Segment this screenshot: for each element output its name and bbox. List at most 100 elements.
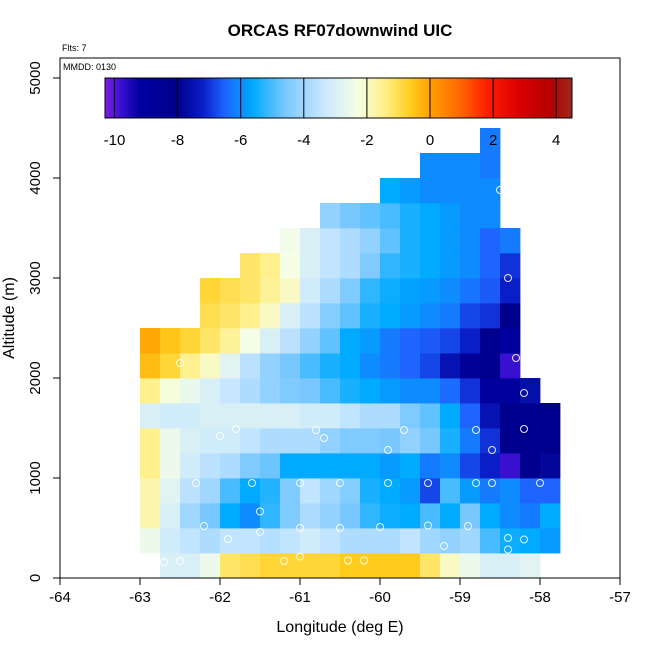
heatmap-cell — [180, 528, 201, 554]
heatmap-cell — [140, 478, 161, 504]
heatmap-cell — [540, 478, 561, 504]
x-tick-label: -59 — [449, 589, 471, 606]
heatmap-cell — [340, 253, 361, 279]
heatmap-cell — [240, 353, 261, 379]
heatmap-cell — [500, 278, 521, 304]
heatmap-cell — [200, 278, 221, 304]
heatmap-cell — [180, 428, 201, 454]
colorbar-scale — [104, 77, 573, 119]
heatmap-cell — [400, 228, 421, 254]
heatmap-cell — [300, 453, 321, 479]
heatmap-cell — [520, 528, 541, 554]
heatmap-cell — [300, 403, 321, 429]
heatmap-cell — [240, 453, 261, 479]
x-tick-label: -62 — [209, 589, 231, 606]
heatmap-cell — [440, 453, 461, 479]
heatmap-cell — [200, 453, 221, 479]
heatmap-cell — [240, 553, 261, 579]
heatmap-cell — [420, 203, 441, 229]
x-axis: -64 -63 -62 -61 -60 -59 -58 -57 — [49, 578, 631, 606]
heatmap-cell — [360, 253, 381, 279]
heatmap-cell — [440, 228, 461, 254]
sample-point — [160, 558, 168, 566]
heatmap-cell — [320, 278, 341, 304]
colorbar: -10 -8 -6 -4 -2 0 2 4 — [104, 77, 573, 149]
heatmap-cell — [180, 553, 201, 579]
heatmap-cell — [260, 528, 281, 554]
heatmap-cell — [340, 228, 361, 254]
heatmap-cell — [400, 303, 421, 329]
heatmap-cell — [360, 353, 381, 379]
heatmap-cell — [360, 428, 381, 454]
heatmap-cell — [360, 203, 381, 229]
heatmap-cell — [520, 403, 541, 429]
sample-point — [176, 359, 184, 367]
heatmap-cell — [380, 428, 401, 454]
heatmap-cell — [260, 303, 281, 329]
heatmap-cell — [280, 228, 301, 254]
heatmap-cell — [360, 278, 381, 304]
heatmap-cell — [280, 378, 301, 404]
x-tick-label: -58 — [529, 589, 551, 606]
sample-point — [224, 535, 232, 543]
heatmap-cell — [400, 353, 421, 379]
heatmap-cell — [160, 503, 181, 529]
heatmap-cell — [420, 378, 441, 404]
sample-point — [464, 522, 472, 530]
heatmap-cell — [340, 478, 361, 504]
sample-point — [520, 535, 528, 544]
heatmap-cell — [220, 278, 241, 304]
sample-point — [384, 446, 392, 454]
heatmap-cell — [440, 353, 461, 379]
heatmap-cell — [420, 253, 441, 279]
colorbar-tick-label: 2 — [489, 132, 497, 149]
heatmap-cell — [260, 403, 281, 429]
heatmap-cell — [540, 453, 561, 479]
heatmap-cell — [460, 528, 481, 554]
sample-point — [320, 434, 328, 442]
heatmap-cell — [240, 253, 261, 279]
heatmap-cell — [320, 328, 341, 354]
heatmap-cell — [180, 353, 201, 379]
heatmap-cell — [440, 278, 461, 304]
heatmap-cell — [500, 253, 521, 279]
heatmap-cell — [500, 503, 521, 529]
heatmap-cell — [220, 528, 241, 554]
heatmap-cell — [320, 453, 341, 479]
heatmap-cell — [160, 378, 181, 404]
heatmap-cell — [400, 453, 421, 479]
heatmap-cell — [420, 353, 441, 379]
heatmap-cell — [340, 303, 361, 329]
heatmap-cell — [220, 403, 241, 429]
heatmap-cell — [380, 553, 401, 579]
heatmap-cell — [320, 478, 341, 504]
heatmap-cell — [380, 203, 401, 229]
heatmap-cell — [420, 503, 441, 529]
sample-point — [488, 446, 496, 454]
y-tick-label: 4000 — [27, 161, 44, 194]
heatmap-cell — [200, 503, 221, 529]
heatmap-cell — [360, 303, 381, 329]
heatmap-cell — [440, 528, 461, 554]
heatmap-cell — [280, 503, 301, 529]
heatmap-cell — [380, 178, 401, 204]
heatmap-cell — [480, 303, 501, 329]
heatmap-cell — [400, 378, 421, 404]
heatmap-cell — [140, 503, 161, 529]
heatmap-cell — [260, 378, 281, 404]
heatmap-cell — [280, 528, 301, 554]
heatmap-cell — [340, 553, 361, 579]
x-tick-label: -57 — [609, 589, 631, 606]
heatmap-cell — [500, 453, 521, 479]
sample-point — [248, 479, 256, 487]
sample-point — [376, 523, 384, 531]
heatmap-cell — [360, 403, 381, 429]
heatmap-cell — [220, 553, 241, 579]
heatmap-cell — [200, 403, 221, 429]
heatmap-cell — [380, 503, 401, 529]
sample-points — [160, 186, 544, 566]
heatmap-cell — [240, 428, 261, 454]
heatmap-cell — [160, 428, 181, 454]
heatmap-cell — [400, 253, 421, 279]
